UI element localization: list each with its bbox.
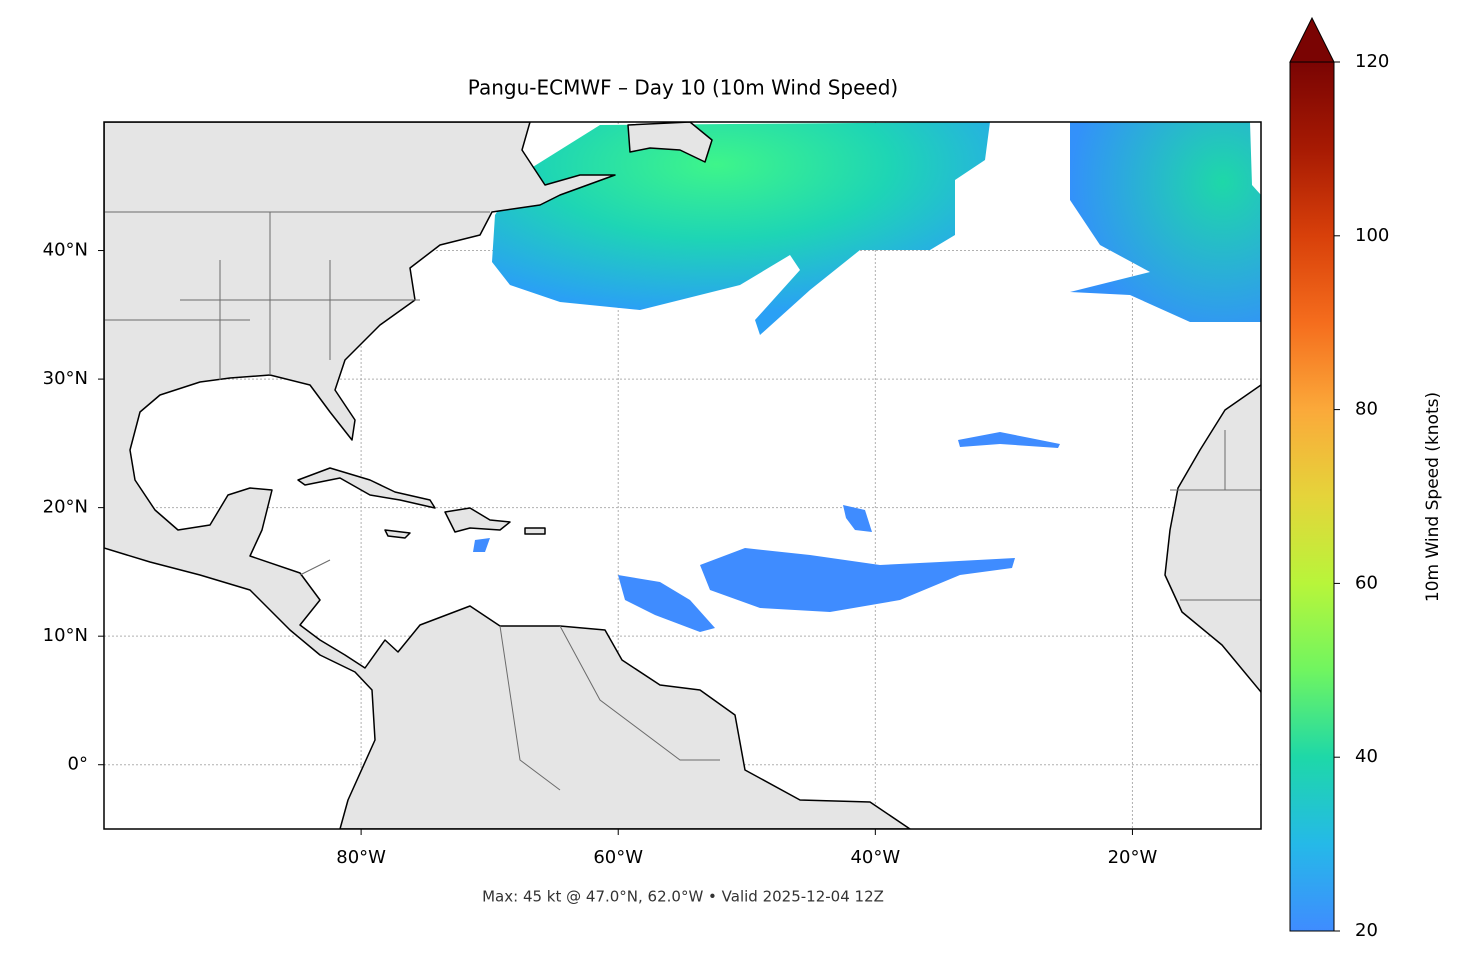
wind-shading [958, 432, 1060, 448]
colorbar-label: 10m Wind Speed (knots) [1423, 392, 1443, 602]
x-tick-label: 80°W [336, 847, 386, 868]
land-jamaica [384, 529, 411, 539]
wind-shading [1070, 122, 1261, 322]
land-newfoundland [627, 122, 713, 163]
colorbar-tick-label: 20 [1355, 920, 1378, 941]
x-tick-label: 20°W [1108, 847, 1158, 868]
borders [104, 211, 1261, 791]
land-puerto-rico [524, 527, 546, 535]
wind-shading [492, 122, 990, 335]
land-africa [1164, 384, 1261, 695]
wind-shading [700, 548, 1015, 612]
x-tick-label: 60°W [593, 847, 643, 868]
map-frame [103, 121, 1262, 830]
colorbar-tick-label: 120 [1355, 51, 1389, 72]
colorbar [1289, 61, 1335, 932]
x-tick-label: 40°W [850, 847, 900, 868]
land-americas [104, 122, 911, 829]
land-hispaniola [444, 507, 511, 533]
wind-shading [618, 575, 715, 632]
y-tick-label: 30°N [43, 368, 88, 389]
wind-shading [843, 505, 872, 532]
colorbar-tick-label: 80 [1355, 399, 1378, 420]
map-title: Pangu-ECMWF – Day 10 (10m Wind Speed) [468, 76, 898, 100]
y-tick-label: 10°N [43, 625, 88, 646]
colorbar-tick-label: 60 [1355, 572, 1378, 593]
y-tick-label: 20°N [43, 497, 88, 518]
footer-note: Max: 45 kt @ 47.0°N, 62.0°W • Valid 2025… [482, 888, 884, 906]
y-tick-label: 0° [68, 754, 88, 775]
wind-shading [473, 538, 490, 552]
colorbar-tick-label: 40 [1355, 746, 1378, 767]
map-area [104, 122, 1261, 829]
y-tick-label: 40°N [43, 240, 88, 261]
colorbar-tick-label: 100 [1355, 225, 1389, 246]
land-cuba [297, 467, 436, 509]
colorbar-extend [1289, 16, 1335, 63]
